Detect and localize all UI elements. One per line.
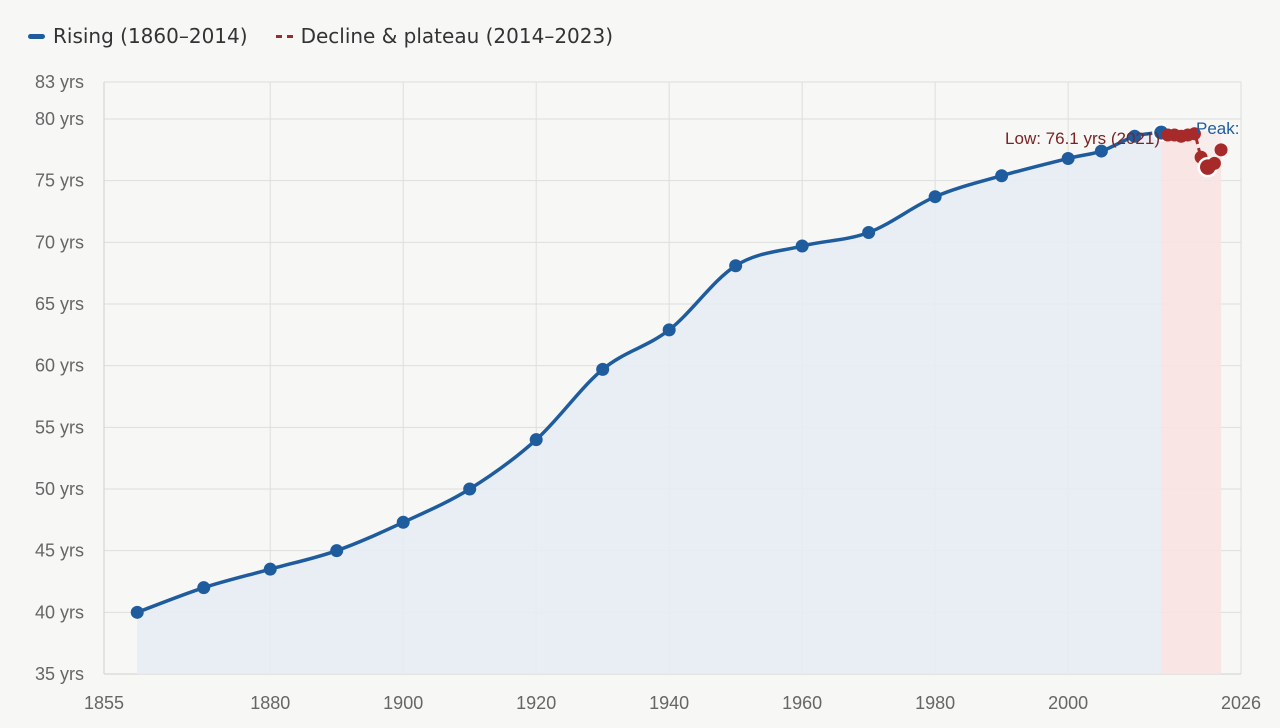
legend-label-decline: Decline & plateau (2014–2023) <box>300 24 614 48</box>
x-tick-label: 1940 <box>649 693 689 713</box>
y-tick-label: 65 yrs <box>35 294 84 314</box>
x-tick-label: 1920 <box>516 693 556 713</box>
x-tick-label: 2026 <box>1221 693 1261 713</box>
y-tick-label: 70 yrs <box>35 232 84 252</box>
x-tick-label: 1980 <box>915 693 955 713</box>
data-point-rising <box>197 581 211 595</box>
data-point-rising <box>795 239 809 253</box>
data-point-rising <box>995 169 1009 183</box>
data-point-rising <box>130 605 144 619</box>
y-tick-label: 55 yrs <box>35 417 84 437</box>
x-tick-label: 1900 <box>383 693 423 713</box>
data-point-rising <box>662 323 676 337</box>
data-point-rising <box>263 562 277 576</box>
legend-item-decline[interactable]: Decline & plateau (2014–2023) <box>275 24 614 48</box>
area-fill-rising <box>137 132 1162 675</box>
data-point-rising <box>330 544 344 558</box>
decline-band <box>1161 131 1222 675</box>
low-annotation: Low: 76.1 yrs (2021) <box>1005 129 1160 148</box>
data-point-rising <box>928 190 942 204</box>
x-tick-label: 1880 <box>250 693 290 713</box>
data-point-rising <box>463 482 477 496</box>
data-point-decline <box>1207 156 1221 170</box>
legend-swatch-decline <box>275 34 293 38</box>
data-points <box>130 123 1228 619</box>
annotations: Low: 76.1 yrs (2021) Peak: <box>1005 119 1239 148</box>
x-tick-label: 2000 <box>1048 693 1088 713</box>
y-tick-label: 60 yrs <box>35 356 84 376</box>
y-tick-label: 50 yrs <box>35 479 84 499</box>
peak-annotation: Peak: <box>1196 119 1239 138</box>
data-point-rising <box>1128 129 1142 143</box>
y-tick-label: 45 yrs <box>35 541 84 561</box>
y-tick-label: 80 yrs <box>35 109 84 129</box>
data-point-decline <box>1187 127 1201 141</box>
data-point-rising <box>529 433 543 447</box>
data-point-rising <box>396 515 410 529</box>
data-point-rising <box>596 362 610 376</box>
y-tick-label: 35 yrs <box>35 664 84 684</box>
legend-swatch-rising <box>28 33 45 39</box>
x-tick-label: 1855 <box>84 693 124 713</box>
legend-label-rising: Rising (1860–2014) <box>53 24 248 48</box>
legend: Rising (1860–2014) Decline & plateau (20… <box>28 24 613 48</box>
y-tick-label: 75 yrs <box>35 171 84 191</box>
data-point-decline <box>1214 143 1228 157</box>
data-point-rising <box>729 259 743 273</box>
y-tick-label: 83 yrs <box>35 72 84 92</box>
data-point-rising <box>1061 151 1075 165</box>
tick-labels: 35 yrs 40 yrs 45 yrs 50 yrs 55 yrs 60 yrs 65 y… <box>35 72 1261 713</box>
x-tick-label: 1960 <box>782 693 822 713</box>
data-point-rising <box>1094 144 1108 158</box>
data-point-rising <box>862 225 876 239</box>
area-fills <box>137 131 1222 675</box>
legend-item-rising[interactable]: Rising (1860–2014) <box>28 24 248 48</box>
y-tick-label: 40 yrs <box>35 602 84 622</box>
